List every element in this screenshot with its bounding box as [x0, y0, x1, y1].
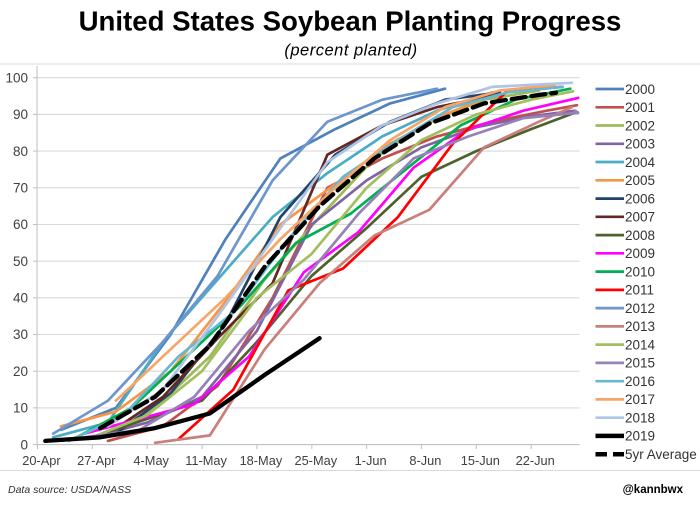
svg-text:20: 20: [13, 364, 28, 379]
svg-text:2008: 2008: [625, 228, 655, 243]
svg-text:25-May: 25-May: [294, 453, 337, 468]
svg-text:2016: 2016: [625, 374, 655, 389]
svg-text:2019: 2019: [625, 429, 655, 444]
svg-text:2001: 2001: [625, 100, 655, 115]
svg-text:2011: 2011: [625, 283, 654, 298]
svg-text:50: 50: [13, 254, 28, 269]
svg-text:2003: 2003: [625, 137, 655, 152]
svg-text:100: 100: [5, 70, 28, 85]
svg-text:20-Apr: 20-Apr: [22, 453, 61, 468]
svg-text:2010: 2010: [625, 264, 655, 279]
svg-text:60: 60: [13, 217, 28, 232]
svg-text:2000: 2000: [625, 82, 655, 97]
svg-text:1-Jun: 1-Jun: [355, 453, 387, 468]
svg-text:(percent planted): (percent planted): [284, 41, 417, 59]
svg-text:2009: 2009: [625, 246, 655, 261]
svg-text:15-Jun: 15-Jun: [461, 453, 500, 468]
svg-text:Data source: USDA/NASS: Data source: USDA/NASS: [8, 484, 131, 496]
svg-text:4-May: 4-May: [133, 453, 169, 468]
svg-text:30: 30: [13, 327, 28, 342]
svg-text:2002: 2002: [625, 118, 655, 133]
svg-text:27-Apr: 27-Apr: [77, 453, 116, 468]
svg-text:2015: 2015: [625, 356, 655, 371]
svg-text:5yr Average: 5yr Average: [625, 447, 697, 462]
svg-text:8-Jun: 8-Jun: [409, 453, 441, 468]
svg-text:0: 0: [20, 437, 28, 452]
svg-text:40: 40: [13, 291, 28, 306]
svg-text:10: 10: [13, 401, 28, 416]
svg-text:2013: 2013: [625, 319, 655, 334]
svg-text:11-May: 11-May: [185, 453, 227, 468]
svg-text:2004: 2004: [625, 155, 656, 170]
svg-text:18-May: 18-May: [240, 453, 283, 468]
svg-text:22-Jun: 22-Jun: [516, 453, 555, 468]
svg-text:@kannbwx: @kannbwx: [623, 484, 684, 496]
svg-text:2005: 2005: [625, 173, 655, 188]
svg-text:United States Soybean Planting: United States Soybean Planting Progress: [79, 6, 622, 37]
svg-text:80: 80: [13, 144, 28, 159]
svg-text:70: 70: [13, 181, 28, 196]
svg-text:2018: 2018: [625, 411, 655, 426]
svg-text:2014: 2014: [625, 337, 656, 352]
svg-text:2007: 2007: [625, 210, 655, 225]
svg-text:2012: 2012: [625, 301, 655, 316]
svg-text:2006: 2006: [625, 191, 655, 206]
svg-text:90: 90: [13, 107, 28, 122]
svg-text:2017: 2017: [625, 392, 655, 407]
